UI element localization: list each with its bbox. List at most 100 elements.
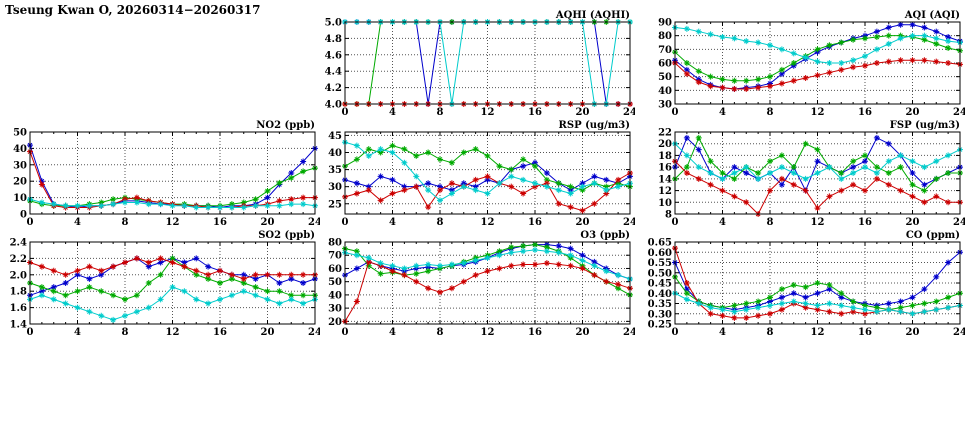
svg-text:0: 0 bbox=[672, 217, 679, 228]
svg-text:12: 12 bbox=[166, 217, 180, 228]
axis-labels: 0 4 8 12 16 20 24 25 30 35 40 45 bbox=[328, 131, 637, 228]
gridlines bbox=[30, 242, 315, 324]
axis-labels: 0 4 8 12 16 20 24 1.4 1.6 1.8 2.0 2.2 2.4 bbox=[10, 238, 322, 339]
svg-text:8: 8 bbox=[665, 210, 672, 221]
svg-text:50: 50 bbox=[13, 128, 27, 139]
svg-text:4: 4 bbox=[74, 327, 81, 338]
svg-text:12: 12 bbox=[811, 107, 825, 118]
chart-title: NO2 (ppb) bbox=[256, 120, 315, 131]
svg-text:40: 40 bbox=[328, 290, 342, 301]
svg-text:4: 4 bbox=[719, 107, 726, 118]
svg-text:24: 24 bbox=[953, 107, 965, 118]
svg-text:20: 20 bbox=[658, 139, 672, 150]
svg-text:60: 60 bbox=[658, 59, 672, 70]
svg-text:16: 16 bbox=[213, 327, 227, 338]
chart-canvas-rsp: 0 4 8 12 16 20 24 25 30 35 40 45 RSP (ug/m3) bbox=[328, 120, 637, 228]
svg-text:20: 20 bbox=[261, 217, 275, 228]
plot-border bbox=[674, 131, 961, 215]
chart-o3: 0 4 8 12 16 20 24 20 30 40 50 60 70 80 O3 (ppb) bbox=[315, 228, 637, 340]
svg-text:5.0: 5.0 bbox=[325, 18, 342, 29]
plot-border bbox=[344, 241, 631, 325]
series-blue bbox=[672, 21, 963, 92]
svg-text:20: 20 bbox=[576, 217, 590, 228]
axis-labels: 0 4 8 12 16 20 24 4.0 4.2 4.4 4.6 4.8 5.0 bbox=[325, 18, 637, 119]
series-cyan bbox=[342, 19, 633, 107]
svg-text:90: 90 bbox=[658, 18, 672, 29]
axis-labels: 0 4 8 12 16 20 240.250.300.350.400.450.500.550… bbox=[648, 238, 967, 339]
chart-title: RSP (ug/m3) bbox=[559, 120, 630, 131]
svg-text:12: 12 bbox=[658, 186, 672, 197]
plot-border bbox=[674, 21, 961, 105]
chart-canvas-so2: 0 4 8 12 16 20 24 1.4 1.6 1.8 2.0 2.2 2.4 SO2 (ppb) bbox=[10, 230, 322, 339]
svg-text:2.0: 2.0 bbox=[10, 270, 27, 281]
svg-text:12: 12 bbox=[166, 327, 180, 338]
chart-title: AQI (AQI) bbox=[904, 10, 960, 21]
svg-text:16: 16 bbox=[858, 217, 872, 228]
svg-text:8: 8 bbox=[437, 107, 444, 118]
svg-text:45: 45 bbox=[328, 131, 342, 142]
svg-text:24: 24 bbox=[308, 217, 320, 228]
series-green bbox=[27, 255, 318, 303]
svg-text:16: 16 bbox=[858, 107, 872, 118]
svg-text:2.2: 2.2 bbox=[10, 254, 27, 265]
svg-text:0: 0 bbox=[342, 327, 349, 338]
svg-text:0.35: 0.35 bbox=[648, 299, 672, 310]
chart-co: 0 4 8 12 16 20 24 0.25 0.30 0.35 0.40 0.45 0.50 0.55 0… bbox=[645, 228, 967, 340]
plot-border bbox=[674, 241, 961, 325]
svg-text:0.25: 0.25 bbox=[648, 320, 672, 331]
svg-text:20: 20 bbox=[576, 327, 590, 338]
svg-text:40: 40 bbox=[658, 86, 672, 97]
series-green bbox=[342, 19, 633, 107]
svg-text:0.30: 0.30 bbox=[648, 309, 672, 320]
svg-text:0: 0 bbox=[20, 210, 27, 221]
svg-text:40: 40 bbox=[13, 144, 27, 155]
chart-canvas-o3: 0 4 8 12 16 20 24 20 30 40 50 60 70 80 O3 (ppb) bbox=[328, 230, 637, 338]
svg-text:50: 50 bbox=[328, 277, 342, 288]
svg-text:24: 24 bbox=[623, 107, 635, 118]
series-red bbox=[342, 258, 633, 325]
svg-text:16: 16 bbox=[528, 327, 542, 338]
svg-text:4: 4 bbox=[719, 327, 726, 338]
svg-text:0.60: 0.60 bbox=[648, 248, 672, 259]
svg-text:8: 8 bbox=[437, 327, 444, 338]
chart-aqhi: 0 4 8 12 16 20 24 4.0 4.2 4.4 4.6 4.8 5.0 AQHI (AQHI) bbox=[315, 8, 637, 120]
svg-text:70: 70 bbox=[658, 45, 672, 56]
chart-aqi: 0 4 8 12 16 20 24 30 40 50 60 70 80 90 AQI (AQI) bbox=[645, 8, 967, 120]
svg-text:0: 0 bbox=[672, 107, 679, 118]
svg-text:0.55: 0.55 bbox=[648, 258, 672, 269]
axis-labels: 0 4 8 12 16 20 24 0 10 20 30 40 50 bbox=[13, 128, 322, 229]
series-red bbox=[27, 148, 318, 211]
svg-text:24: 24 bbox=[308, 327, 320, 338]
series-blue bbox=[342, 19, 633, 107]
chart-title: O3 (ppb) bbox=[580, 230, 630, 241]
svg-text:4: 4 bbox=[389, 107, 396, 118]
svg-text:4: 4 bbox=[389, 217, 396, 228]
svg-text:16: 16 bbox=[213, 217, 227, 228]
svg-text:14: 14 bbox=[658, 174, 672, 185]
svg-text:20: 20 bbox=[906, 217, 920, 228]
svg-text:35: 35 bbox=[328, 165, 342, 176]
chart-fsp: 0 4 8 12 16 20 24 8 10 12 14 16 18 20 22 FSP (ug/m3) bbox=[645, 118, 967, 230]
series-cyan bbox=[342, 246, 633, 283]
series-red bbox=[672, 57, 963, 92]
svg-text:8: 8 bbox=[767, 107, 774, 118]
svg-text:30: 30 bbox=[658, 100, 672, 111]
svg-text:60: 60 bbox=[328, 264, 342, 275]
svg-text:4: 4 bbox=[389, 327, 396, 338]
svg-text:8: 8 bbox=[122, 217, 129, 228]
svg-text:30: 30 bbox=[328, 304, 342, 315]
svg-text:8: 8 bbox=[767, 217, 774, 228]
svg-text:20: 20 bbox=[576, 107, 590, 118]
svg-text:0: 0 bbox=[27, 327, 34, 338]
svg-text:2.4: 2.4 bbox=[10, 238, 27, 249]
gridlines bbox=[675, 132, 960, 214]
svg-text:70: 70 bbox=[328, 251, 342, 262]
series-blue bbox=[27, 142, 318, 211]
svg-text:20: 20 bbox=[906, 327, 920, 338]
svg-text:16: 16 bbox=[658, 163, 672, 174]
svg-text:0.50: 0.50 bbox=[648, 268, 672, 279]
svg-text:0.40: 0.40 bbox=[648, 289, 672, 300]
chart-canvas-aqhi: 0 4 8 12 16 20 24 4.0 4.2 4.4 4.6 4.8 5.0 AQHI (AQHI) bbox=[325, 10, 637, 119]
svg-text:50: 50 bbox=[658, 72, 672, 83]
svg-text:12: 12 bbox=[481, 107, 495, 118]
